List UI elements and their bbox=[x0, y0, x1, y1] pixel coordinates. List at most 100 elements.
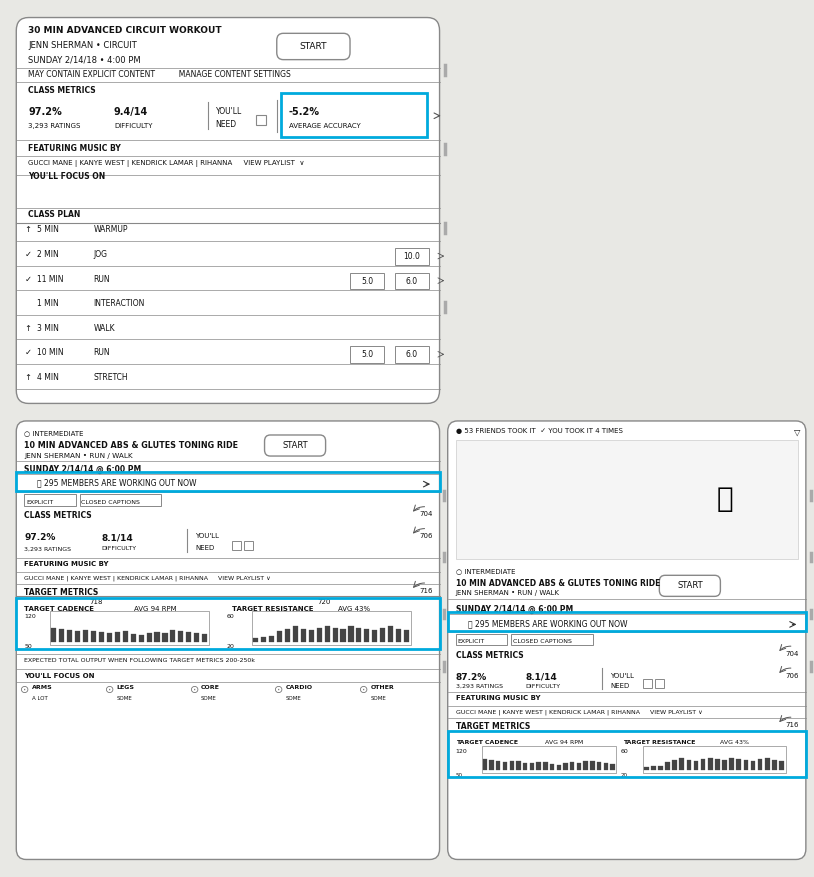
Text: 50: 50 bbox=[456, 773, 463, 778]
Text: 8.1/14: 8.1/14 bbox=[525, 673, 557, 681]
Text: 1 MIN: 1 MIN bbox=[37, 299, 59, 308]
Text: CLOSED CAPTIONS: CLOSED CAPTIONS bbox=[81, 500, 140, 505]
Bar bbox=[147, 633, 151, 642]
Bar bbox=[511, 634, 593, 645]
Text: 720: 720 bbox=[317, 599, 330, 605]
Text: SOME: SOME bbox=[201, 696, 217, 702]
Text: JENN SHERMAN • CIRCUIT: JENN SHERMAN • CIRCUIT bbox=[28, 41, 138, 50]
Bar bbox=[277, 631, 282, 642]
Bar bbox=[456, 634, 507, 645]
Text: ▽: ▽ bbox=[794, 428, 800, 437]
Bar bbox=[722, 760, 727, 770]
Text: 6.0: 6.0 bbox=[406, 350, 418, 360]
Text: CLOSED CAPTIONS: CLOSED CAPTIONS bbox=[513, 639, 571, 645]
Bar bbox=[584, 761, 588, 770]
Text: 60: 60 bbox=[226, 614, 234, 619]
Bar bbox=[665, 762, 670, 770]
Text: ↑: ↑ bbox=[24, 373, 32, 381]
Bar bbox=[489, 760, 494, 770]
Text: 704: 704 bbox=[786, 651, 799, 657]
Bar bbox=[772, 760, 777, 770]
Bar bbox=[348, 626, 353, 642]
Bar bbox=[716, 759, 720, 770]
Text: NEED: NEED bbox=[610, 683, 630, 689]
Text: SUNDAY 2/14/14 @ 6:00 PM: SUNDAY 2/14/14 @ 6:00 PM bbox=[456, 605, 573, 614]
Text: OTHER: OTHER bbox=[370, 685, 394, 690]
Bar bbox=[530, 763, 534, 770]
Text: DIFFICULTY: DIFFICULTY bbox=[102, 546, 137, 552]
Bar bbox=[380, 628, 385, 642]
Text: 97.2%: 97.2% bbox=[24, 533, 56, 542]
Bar bbox=[672, 760, 677, 770]
Text: DIFFICULTY: DIFFICULTY bbox=[525, 684, 560, 689]
Text: LEGS: LEGS bbox=[116, 685, 134, 690]
Bar bbox=[194, 633, 199, 642]
Bar bbox=[170, 630, 176, 642]
Text: TARGET RESISTANCE: TARGET RESISTANCE bbox=[232, 606, 313, 612]
Text: GUCCI MANE | KANYE WEST | KENDRICK LAMAR | RIHANNA     VIEW PLAYLIST ∨: GUCCI MANE | KANYE WEST | KENDRICK LAMAR… bbox=[24, 575, 271, 581]
Text: 718: 718 bbox=[90, 599, 103, 605]
Text: CLASS PLAN: CLASS PLAN bbox=[28, 210, 81, 219]
Bar bbox=[395, 346, 429, 363]
Bar bbox=[523, 763, 527, 770]
Text: 706: 706 bbox=[786, 673, 799, 679]
Text: ⊙: ⊙ bbox=[359, 685, 369, 695]
Text: RUN: RUN bbox=[94, 275, 110, 283]
Bar bbox=[99, 632, 104, 642]
Bar bbox=[24, 494, 76, 506]
Text: WALK: WALK bbox=[94, 324, 116, 332]
Text: -5.2%: -5.2% bbox=[289, 107, 320, 117]
Bar bbox=[123, 631, 128, 642]
Text: 120: 120 bbox=[24, 614, 36, 619]
Text: ARMS: ARMS bbox=[32, 685, 52, 690]
Text: SOME: SOME bbox=[286, 696, 301, 702]
FancyBboxPatch shape bbox=[16, 18, 440, 403]
Text: ⊙: ⊙ bbox=[190, 685, 199, 695]
Text: ⊙: ⊙ bbox=[20, 685, 30, 695]
Text: 50: 50 bbox=[24, 644, 33, 649]
Text: INTERACTION: INTERACTION bbox=[94, 299, 145, 308]
Text: STRETCH: STRETCH bbox=[94, 373, 129, 381]
Text: START: START bbox=[300, 42, 327, 51]
Bar bbox=[743, 760, 748, 770]
Bar bbox=[643, 679, 652, 688]
Bar bbox=[751, 761, 755, 770]
Bar bbox=[80, 494, 161, 506]
Text: 6.0: 6.0 bbox=[406, 276, 418, 286]
Text: Ⓛ 295 MEMBERS ARE WORKING OUT NOW: Ⓛ 295 MEMBERS ARE WORKING OUT NOW bbox=[468, 619, 628, 628]
Bar bbox=[50, 611, 209, 645]
Bar bbox=[115, 632, 120, 642]
Bar bbox=[309, 630, 314, 642]
Bar bbox=[604, 763, 608, 770]
Text: 60: 60 bbox=[621, 749, 629, 754]
Text: 11 MIN: 11 MIN bbox=[37, 275, 63, 283]
Bar bbox=[364, 629, 370, 642]
Bar bbox=[482, 746, 616, 773]
Bar bbox=[651, 766, 655, 770]
Text: EXPECTED TOTAL OUTPUT WHEN FOLLOWING TARGET METRICS 200-250k: EXPECTED TOTAL OUTPUT WHEN FOLLOWING TAR… bbox=[24, 658, 256, 663]
Text: SOME: SOME bbox=[116, 696, 132, 702]
Bar bbox=[107, 633, 112, 642]
Bar bbox=[138, 635, 144, 642]
Bar bbox=[340, 629, 346, 642]
Text: YOU'LL: YOU'LL bbox=[195, 533, 219, 539]
Text: 5 MIN: 5 MIN bbox=[37, 225, 59, 234]
Bar bbox=[687, 760, 691, 770]
Text: CORE: CORE bbox=[201, 685, 220, 690]
Bar bbox=[67, 630, 72, 642]
Text: 120: 120 bbox=[456, 749, 467, 754]
Text: YOU'LL FOCUS ON: YOU'LL FOCUS ON bbox=[24, 673, 95, 679]
Text: A LOT: A LOT bbox=[32, 696, 47, 702]
Bar bbox=[644, 767, 649, 770]
Bar bbox=[388, 626, 393, 642]
Bar bbox=[758, 759, 763, 770]
Text: EXPLICIT: EXPLICIT bbox=[26, 500, 53, 505]
Bar bbox=[658, 766, 663, 770]
Text: 8.1/14: 8.1/14 bbox=[102, 533, 133, 542]
Text: CLASS METRICS: CLASS METRICS bbox=[28, 86, 96, 95]
Text: AVG 43%: AVG 43% bbox=[338, 606, 370, 612]
Bar bbox=[404, 630, 409, 642]
Text: TARGET CADENCE: TARGET CADENCE bbox=[24, 606, 94, 612]
Bar bbox=[256, 115, 266, 125]
Text: SOME: SOME bbox=[370, 696, 386, 702]
